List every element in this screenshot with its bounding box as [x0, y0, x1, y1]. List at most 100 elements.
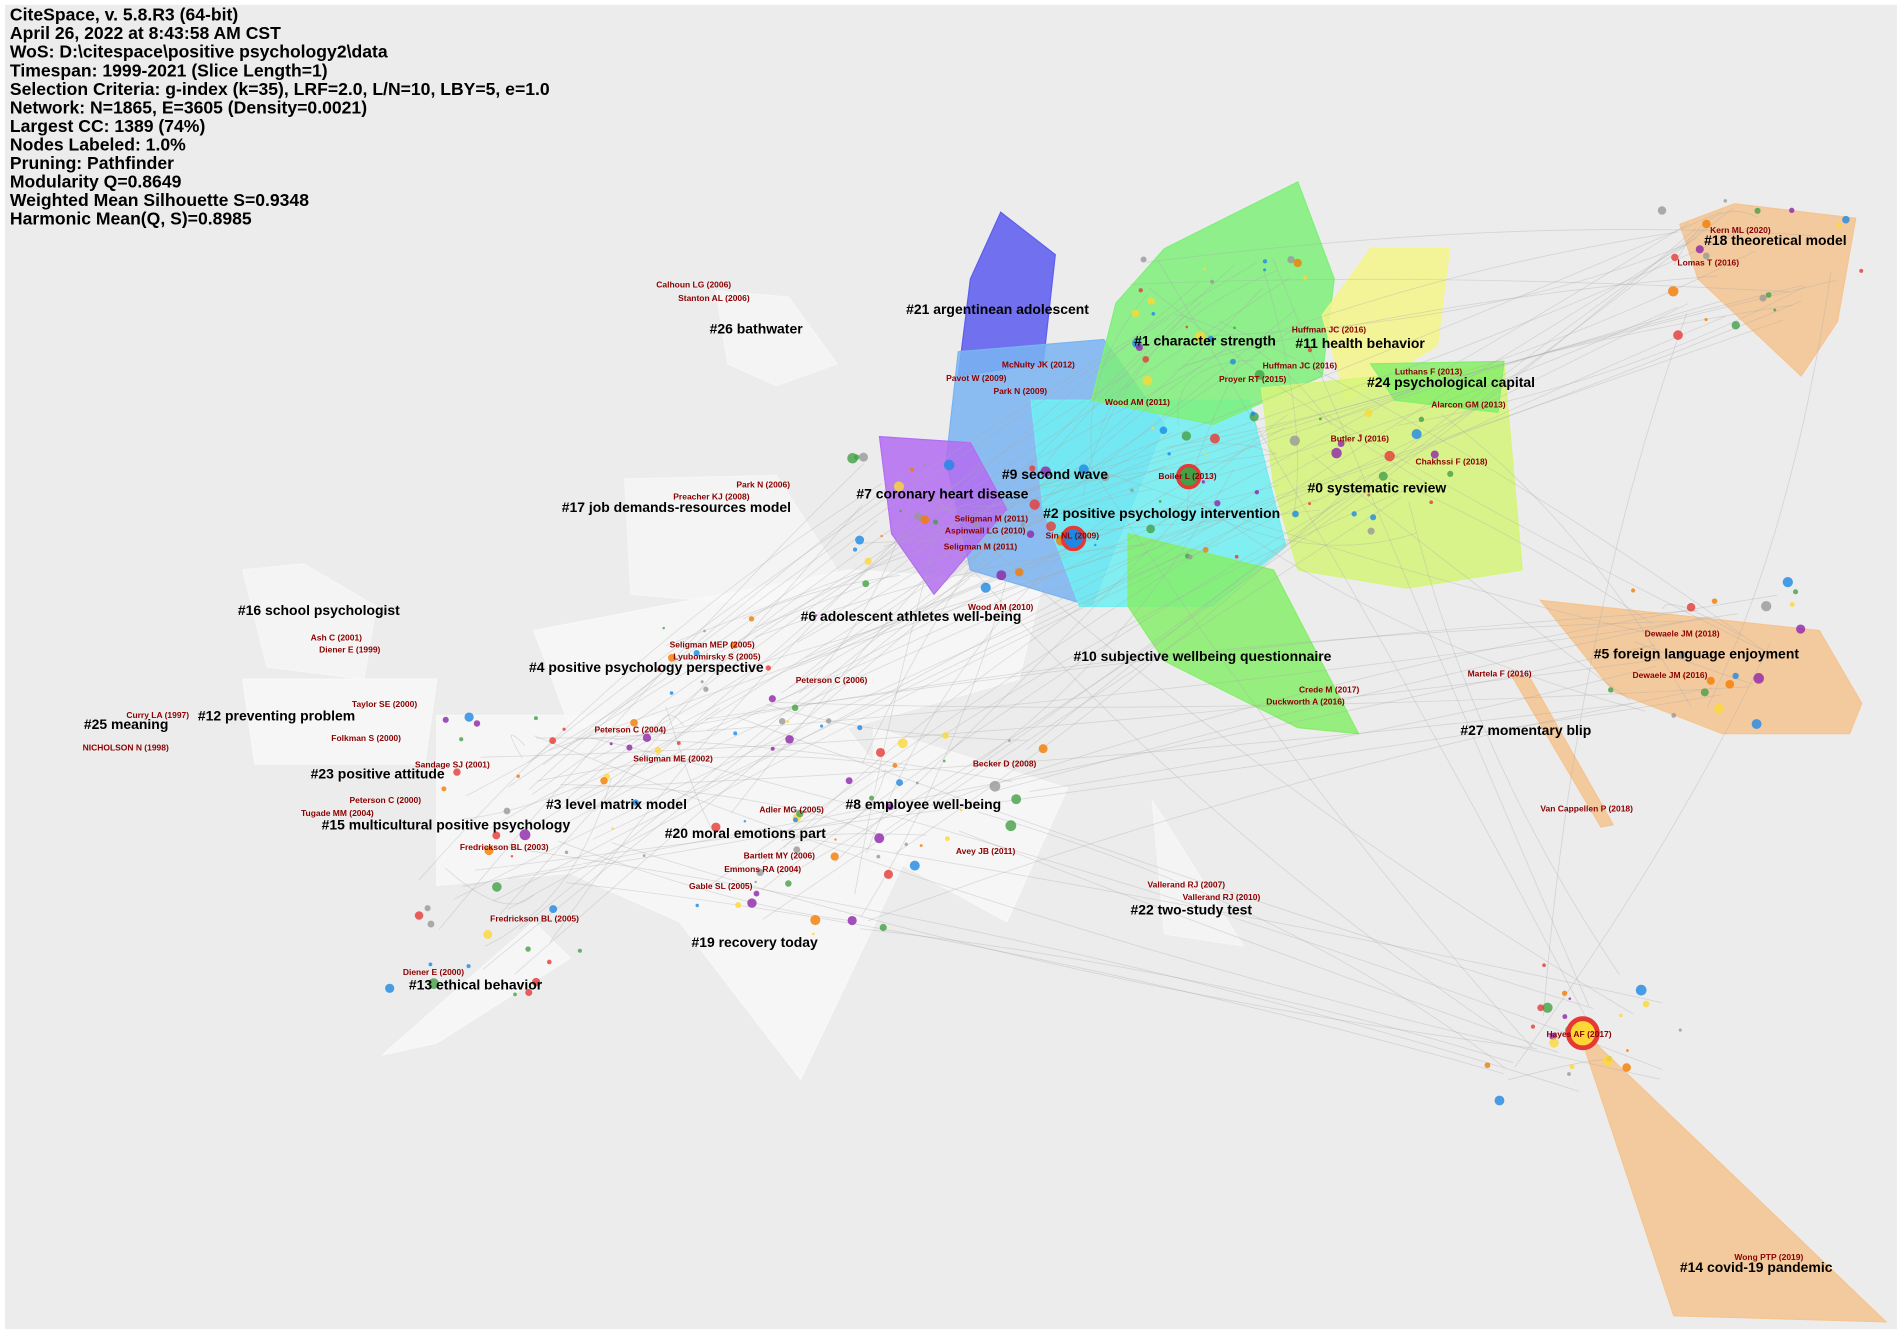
- node: [847, 452, 858, 464]
- node: [642, 854, 646, 858]
- node-label: Seligman MEP (2005): [670, 640, 755, 650]
- node: [1293, 258, 1302, 268]
- link: [706, 222, 1689, 731]
- link: [1201, 242, 1689, 337]
- node: [756, 868, 764, 877]
- node: [525, 946, 531, 952]
- node: [630, 718, 638, 727]
- node: [1038, 744, 1048, 754]
- node: [1759, 294, 1767, 302]
- node-label: Duckworth A (2016): [1266, 697, 1345, 707]
- link: [462, 644, 1656, 887]
- node: [933, 519, 939, 525]
- node: [549, 905, 558, 914]
- node-label: Chakhssi F (2018): [1415, 456, 1487, 466]
- node: [466, 964, 471, 969]
- link: [796, 287, 1264, 643]
- link: [569, 427, 1286, 808]
- node: [1695, 245, 1704, 254]
- node: [1384, 450, 1395, 462]
- node-label: Vallerand RJ (2007): [1147, 880, 1225, 890]
- link: [762, 496, 1402, 920]
- node: [980, 582, 991, 593]
- link: [754, 300, 1723, 629]
- link: [862, 301, 1202, 764]
- node: [1142, 355, 1150, 363]
- link: [1215, 306, 1678, 477]
- node-label: Pavot W (2009): [946, 373, 1006, 383]
- cluster-label: #5 foreign language enjoyment: [1594, 646, 1800, 662]
- node: [459, 737, 464, 742]
- node: [453, 768, 461, 776]
- cluster-hulls: [242, 181, 1888, 1323]
- node: [533, 716, 538, 721]
- node: [1005, 820, 1017, 832]
- link: [730, 372, 1129, 648]
- link: [1662, 604, 1744, 638]
- node-label: Huffman JC (2016): [1263, 361, 1338, 371]
- link: [1408, 501, 1620, 975]
- link: [549, 462, 982, 943]
- node: [1430, 450, 1439, 459]
- node: [768, 695, 776, 703]
- node: [1561, 990, 1568, 996]
- node: [1250, 411, 1256, 416]
- cluster-label: #1 character strength: [1134, 333, 1276, 349]
- node: [1765, 292, 1772, 298]
- node: [1447, 470, 1454, 477]
- node: [743, 819, 747, 823]
- node: [1078, 464, 1089, 475]
- cluster-label: #16 school psychologist: [238, 602, 400, 618]
- node: [1101, 473, 1110, 482]
- node: [942, 489, 946, 493]
- link: [935, 484, 1279, 518]
- link: [540, 329, 1293, 822]
- link: [493, 440, 1350, 902]
- node: [1207, 335, 1215, 343]
- node: [1542, 1002, 1553, 1013]
- node-label: McNulty JK (2012): [1002, 359, 1075, 369]
- cluster-label: #3 level matrix model: [546, 796, 687, 812]
- link: [974, 468, 1234, 766]
- node: [1789, 207, 1795, 214]
- link: [804, 502, 1184, 659]
- node: [1537, 1004, 1545, 1012]
- node: [899, 509, 902, 513]
- node: [786, 720, 790, 723]
- node: [700, 680, 704, 684]
- link: [754, 544, 1147, 638]
- node: [1289, 435, 1300, 446]
- node: [1233, 326, 1236, 330]
- node: [1263, 268, 1267, 272]
- link: [867, 687, 1713, 922]
- node: [892, 763, 898, 768]
- node: [1702, 252, 1710, 260]
- node: [820, 724, 824, 728]
- header-line: Weighted Mean Silhouette S=0.9348: [10, 190, 309, 210]
- node-label: Peterson C (2006): [796, 675, 868, 685]
- node: [428, 978, 439, 989]
- link: [665, 706, 719, 839]
- node-label: Gable SL (2005): [689, 881, 753, 891]
- node: [695, 903, 699, 908]
- node: [1131, 309, 1140, 318]
- node: [855, 535, 865, 545]
- link: [593, 512, 966, 760]
- node: [1029, 465, 1036, 472]
- node: [473, 720, 481, 727]
- node: [1094, 543, 1097, 547]
- node-label: Crede M (2017): [1299, 684, 1359, 694]
- node: [1209, 433, 1220, 444]
- node-label: Park N (2009): [993, 386, 1047, 396]
- link: [656, 715, 684, 731]
- node: [1859, 268, 1864, 273]
- link: [508, 467, 1079, 788]
- link: [1397, 285, 1806, 426]
- node: [897, 738, 908, 749]
- link: [1634, 641, 1754, 685]
- link: [1706, 272, 1832, 708]
- cluster-label: #17 job demands-resources model: [562, 499, 791, 515]
- link: [480, 655, 1689, 758]
- node-label: Becker D (2008): [973, 758, 1037, 768]
- node: [711, 822, 721, 832]
